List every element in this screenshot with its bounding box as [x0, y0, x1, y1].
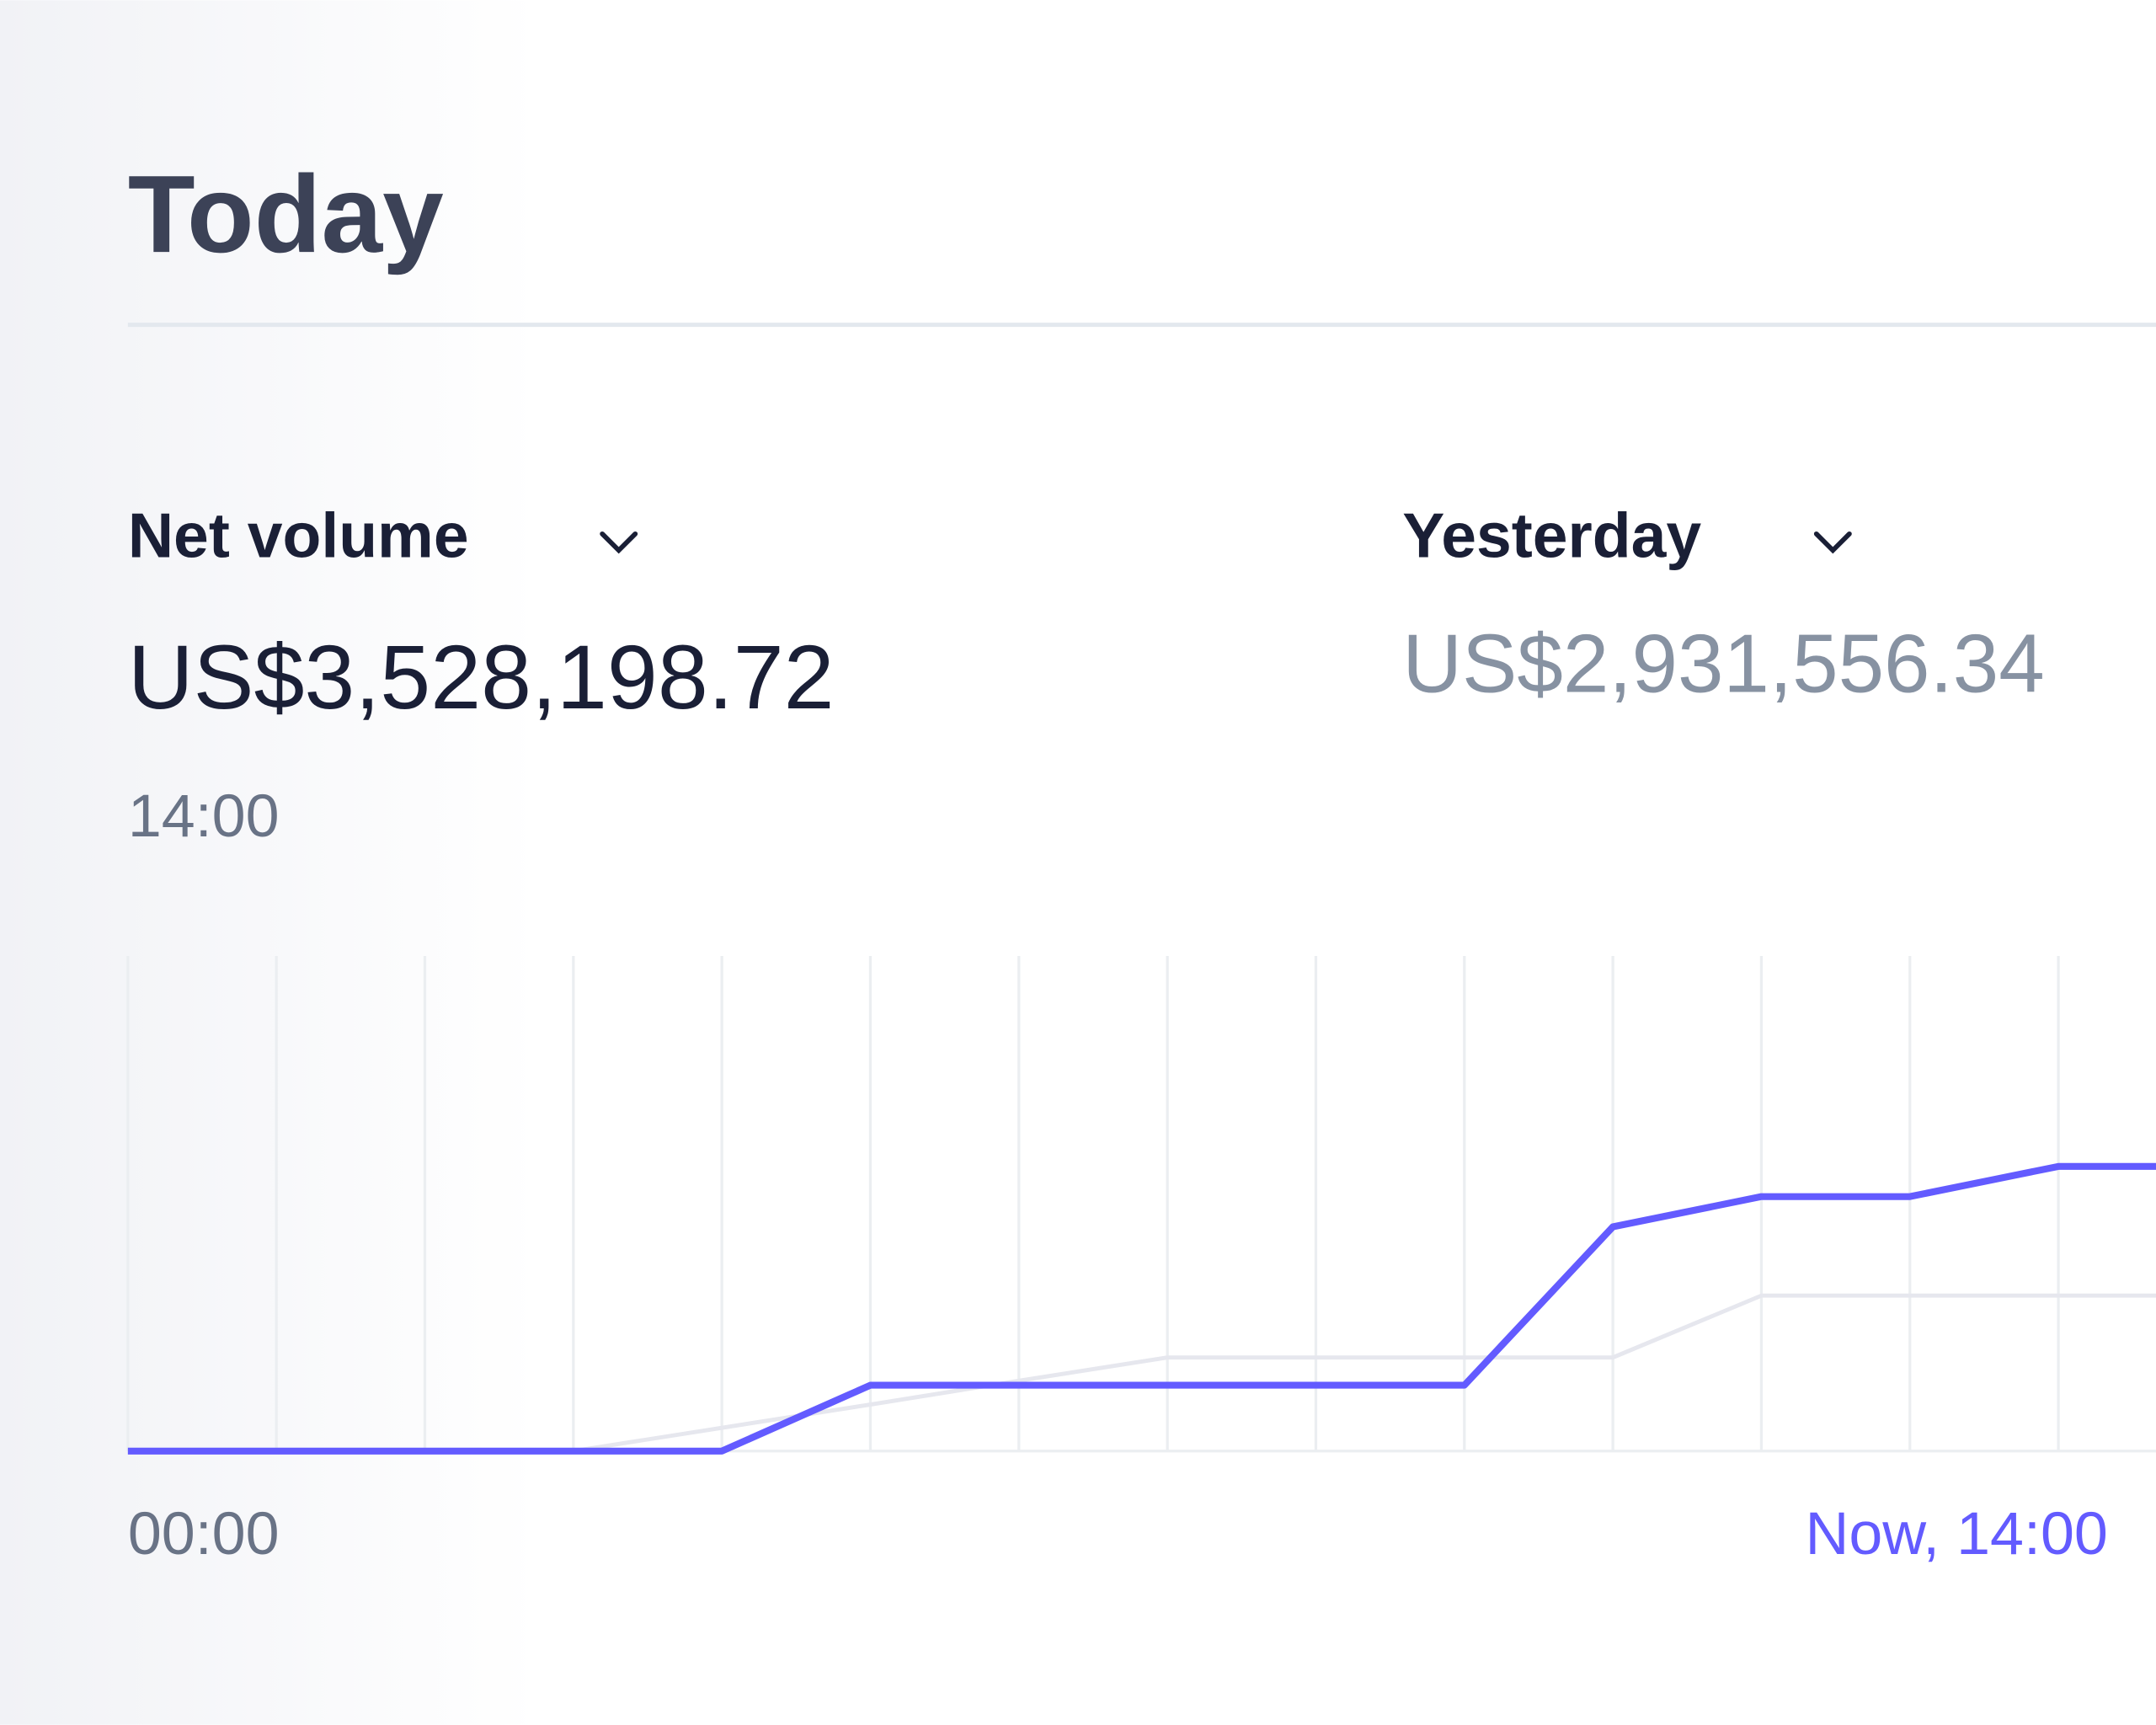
x-tick-label: 00:00 — [128, 1500, 280, 1567]
chevron-icon[interactable] — [1813, 531, 1852, 554]
compare-selector[interactable]: Yesterday — [1402, 500, 1701, 571]
x-tick-label: Now, 14:00 — [1805, 1500, 2107, 1567]
chart: 00:00 Now, 14:00 — [126, 956, 2156, 1567]
metric-time: 14:00 — [128, 782, 280, 850]
page-title: Today — [128, 152, 444, 275]
compare-value: US$2,931,556.34 — [1402, 617, 2044, 710]
series-line — [127, 1162, 2156, 1455]
chevron-icon[interactable] — [600, 531, 638, 554]
metric-value: US$3,528,198.72 — [128, 626, 835, 728]
metric-selector[interactable]: Net volume — [128, 500, 469, 571]
